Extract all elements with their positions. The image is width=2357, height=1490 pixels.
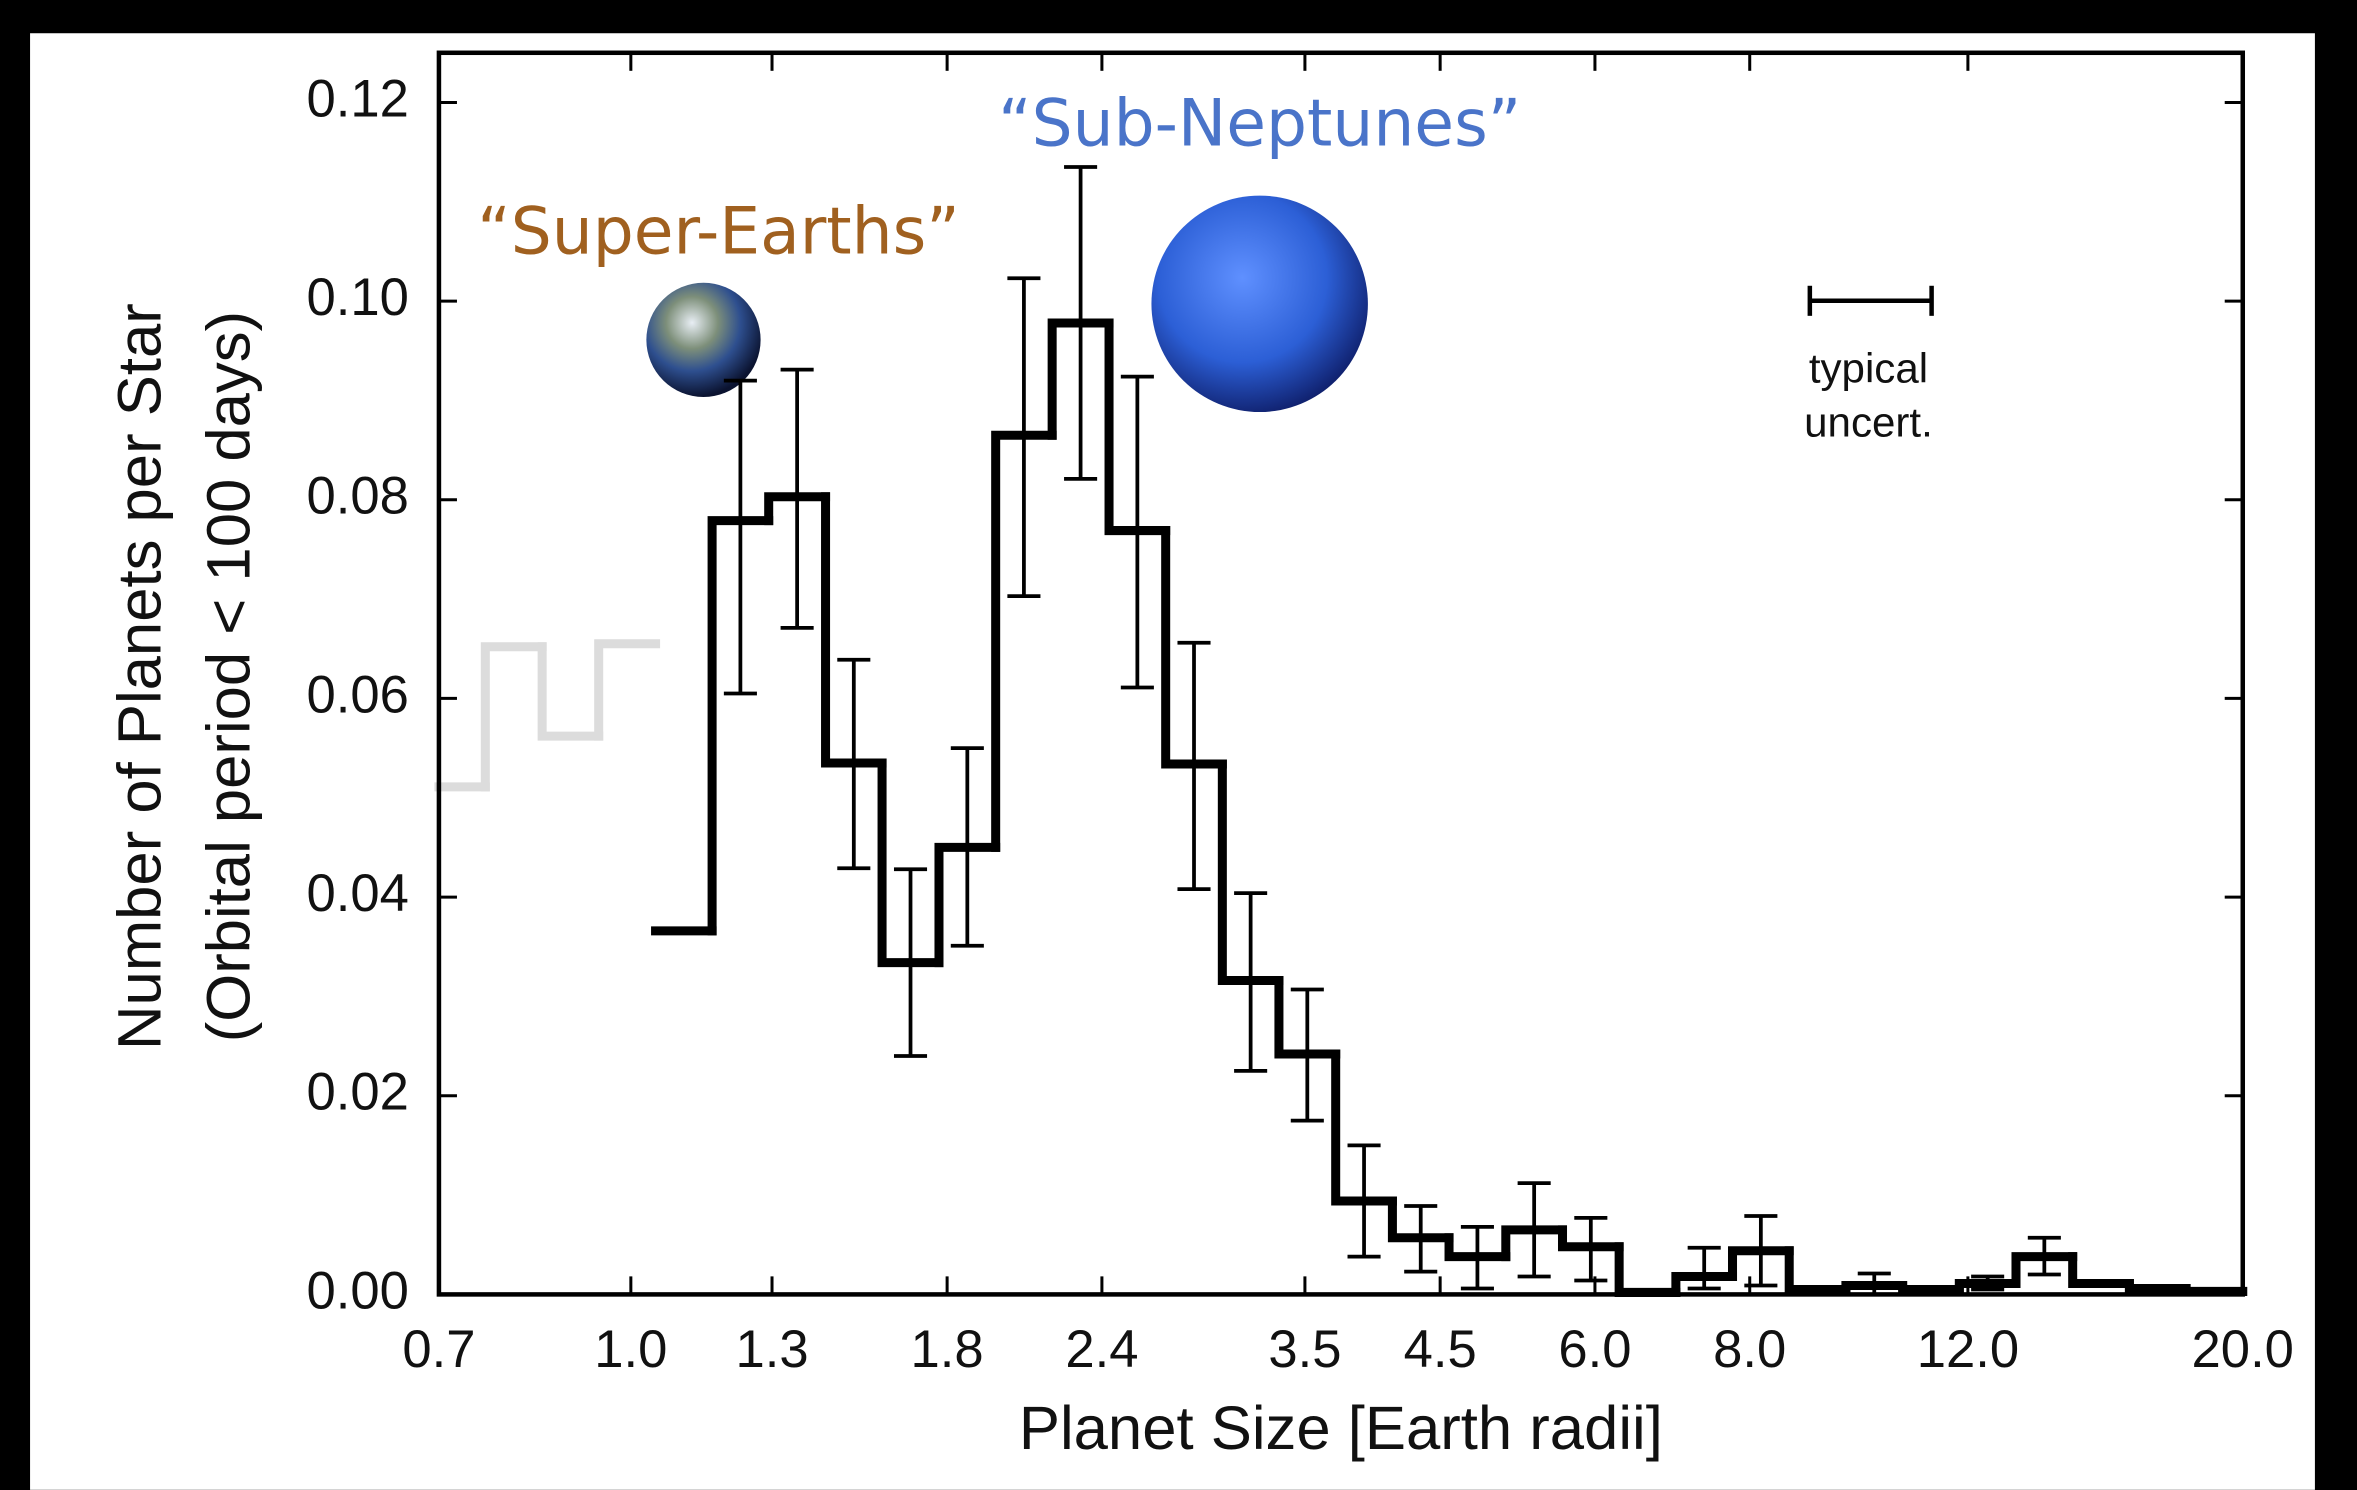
histogram-step bbox=[2068, 1252, 2134, 1288]
neptune-image bbox=[1151, 195, 1368, 413]
error-bar bbox=[950, 746, 984, 948]
histogram-step bbox=[1841, 1280, 1908, 1294]
histogram-step bbox=[1104, 318, 1171, 536]
x-tick-label: 20.0 bbox=[2192, 1320, 2294, 1379]
histogram-step bbox=[1217, 759, 1284, 986]
x-tick-label: 4.5 bbox=[1404, 1320, 1477, 1379]
earth-image bbox=[646, 282, 761, 398]
y-tick-label: 0.04 bbox=[306, 864, 408, 923]
histogram-step bbox=[821, 492, 887, 768]
error-bar bbox=[1347, 1143, 1381, 1259]
error-bar bbox=[1744, 1214, 1778, 1288]
error-bar bbox=[1574, 1216, 1608, 1283]
x-tick-label: 1.0 bbox=[594, 1320, 667, 1379]
x-axis-label: Planet Size [Earth radii] bbox=[1019, 1394, 1663, 1463]
histogram-step bbox=[934, 842, 1001, 968]
histogram-step bbox=[1501, 1225, 1568, 1262]
histogram-step bbox=[1161, 526, 1227, 769]
error-bar bbox=[1687, 1245, 1721, 1291]
x-tick-label: 0.7 bbox=[402, 1320, 475, 1379]
histogram-step bbox=[1444, 1233, 1511, 1262]
histogram-step bbox=[707, 516, 774, 936]
histogram-step bbox=[991, 430, 1057, 852]
y-tick-label: 0.06 bbox=[306, 665, 408, 724]
histogram-step bbox=[1784, 1246, 1851, 1294]
histogram-step bbox=[764, 492, 831, 526]
histogram-step bbox=[1557, 1225, 1624, 1252]
histogram-step bbox=[1954, 1278, 2021, 1294]
x-tick-label: 3.5 bbox=[1268, 1320, 1341, 1379]
error-bar bbox=[1007, 276, 1041, 598]
histogram-step bbox=[1728, 1246, 1794, 1282]
y-axis-label: (Orbital period < 100 days) bbox=[194, 311, 263, 1042]
error-bar bbox=[1234, 891, 1268, 1073]
histogram-step bbox=[2124, 1278, 2191, 1293]
error-bar bbox=[1290, 987, 1324, 1123]
x-tick-label: 1.3 bbox=[735, 1320, 808, 1379]
y-axis-label: Number of Planets per Star bbox=[106, 303, 175, 1050]
y-tick-label: 0.00 bbox=[306, 1261, 408, 1320]
y-tick-label: 0.10 bbox=[306, 268, 408, 327]
error-bar bbox=[893, 867, 928, 1058]
x-tick-label: 2.4 bbox=[1065, 1320, 1138, 1379]
typical-uncertainty: typical uncert. bbox=[1804, 285, 1934, 446]
x-tick-label: 12.0 bbox=[1917, 1320, 2019, 1379]
error-bar bbox=[723, 378, 757, 696]
error-bar bbox=[1120, 374, 1154, 690]
error-bar bbox=[1064, 165, 1098, 481]
error-bar bbox=[837, 657, 871, 871]
uncertainty-label: uncert. bbox=[1804, 399, 1933, 446]
histogram-step bbox=[1047, 318, 1114, 440]
histogram-step bbox=[1898, 1280, 1964, 1294]
x-tick-label: 6.0 bbox=[1558, 1320, 1631, 1379]
histogram-step bbox=[1274, 976, 1341, 1059]
y-tick-label: 0.12 bbox=[306, 69, 408, 128]
error-bar bbox=[1177, 640, 1211, 892]
error-bar bbox=[1460, 1224, 1494, 1291]
histogram-step bbox=[1331, 1049, 1397, 1206]
error-bar bbox=[1971, 1274, 2005, 1292]
super-earths-label: “Super-Earths” bbox=[477, 195, 959, 270]
plot-frame bbox=[436, 50, 2246, 1297]
histogram-step bbox=[480, 642, 547, 792]
error-bar bbox=[780, 367, 814, 630]
uncertainty-label: typical bbox=[1809, 345, 1928, 392]
y-tick-label: 0.08 bbox=[306, 467, 408, 526]
histogram-step bbox=[2011, 1252, 2078, 1288]
error-bar bbox=[1404, 1204, 1438, 1274]
x-tick-label: 1.8 bbox=[911, 1320, 984, 1379]
histogram-step bbox=[877, 758, 944, 968]
error-bar bbox=[1517, 1181, 1551, 1279]
error-bar bbox=[2027, 1235, 2061, 1277]
sub-neptunes-label: “Sub-Neptunes” bbox=[998, 87, 1521, 162]
histogram-step bbox=[594, 639, 661, 741]
histogram-step bbox=[1671, 1272, 1738, 1297]
y-tick-label: 0.02 bbox=[306, 1063, 408, 1122]
plot-area bbox=[434, 52, 2248, 1297]
histogram-step bbox=[2181, 1283, 2248, 1296]
histogram-step bbox=[537, 642, 604, 741]
x-tick-label: 8.0 bbox=[1713, 1320, 1786, 1379]
histogram-step bbox=[1387, 1196, 1454, 1243]
